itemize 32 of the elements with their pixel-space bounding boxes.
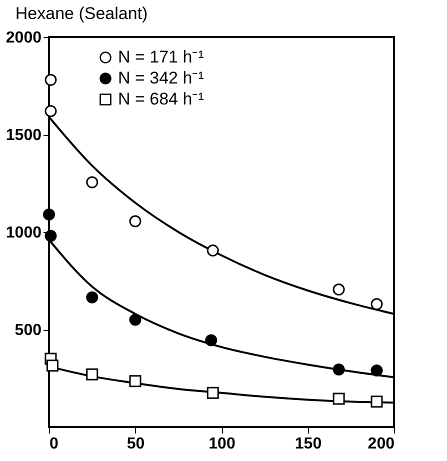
point xyxy=(370,396,383,408)
point xyxy=(370,364,383,376)
point xyxy=(43,208,55,220)
point xyxy=(332,363,345,376)
x-tick-label: 100 xyxy=(208,436,236,452)
point xyxy=(86,176,98,188)
point xyxy=(129,215,142,228)
point xyxy=(332,284,345,296)
x-tick-label: 50 xyxy=(126,436,145,452)
legend-label: N = 684 h⁻¹ xyxy=(118,90,204,108)
chart-title: Hexane (Sealant) xyxy=(15,4,148,23)
x-tick-label: 200 xyxy=(368,436,395,452)
point xyxy=(86,291,98,304)
x-tick-label: 0 xyxy=(50,436,58,452)
point xyxy=(44,230,57,242)
y-tick-label: 1500 xyxy=(6,127,42,144)
point xyxy=(44,105,57,118)
point xyxy=(205,334,218,346)
y-tick-label: 500 xyxy=(14,322,42,339)
y-tick-label: 2000 xyxy=(6,30,42,46)
point xyxy=(46,360,58,372)
legend-label: N = 171 h⁻¹ xyxy=(118,48,204,66)
y-tick-label: 1000 xyxy=(6,224,42,242)
x-tick-label: 150 xyxy=(294,436,322,452)
point xyxy=(332,392,345,405)
point xyxy=(129,375,142,388)
legend-label: N = 342 h⁻¹ xyxy=(118,68,204,88)
point xyxy=(44,74,57,86)
point xyxy=(206,386,219,399)
point xyxy=(129,314,142,326)
point xyxy=(86,368,98,380)
point xyxy=(206,244,219,257)
